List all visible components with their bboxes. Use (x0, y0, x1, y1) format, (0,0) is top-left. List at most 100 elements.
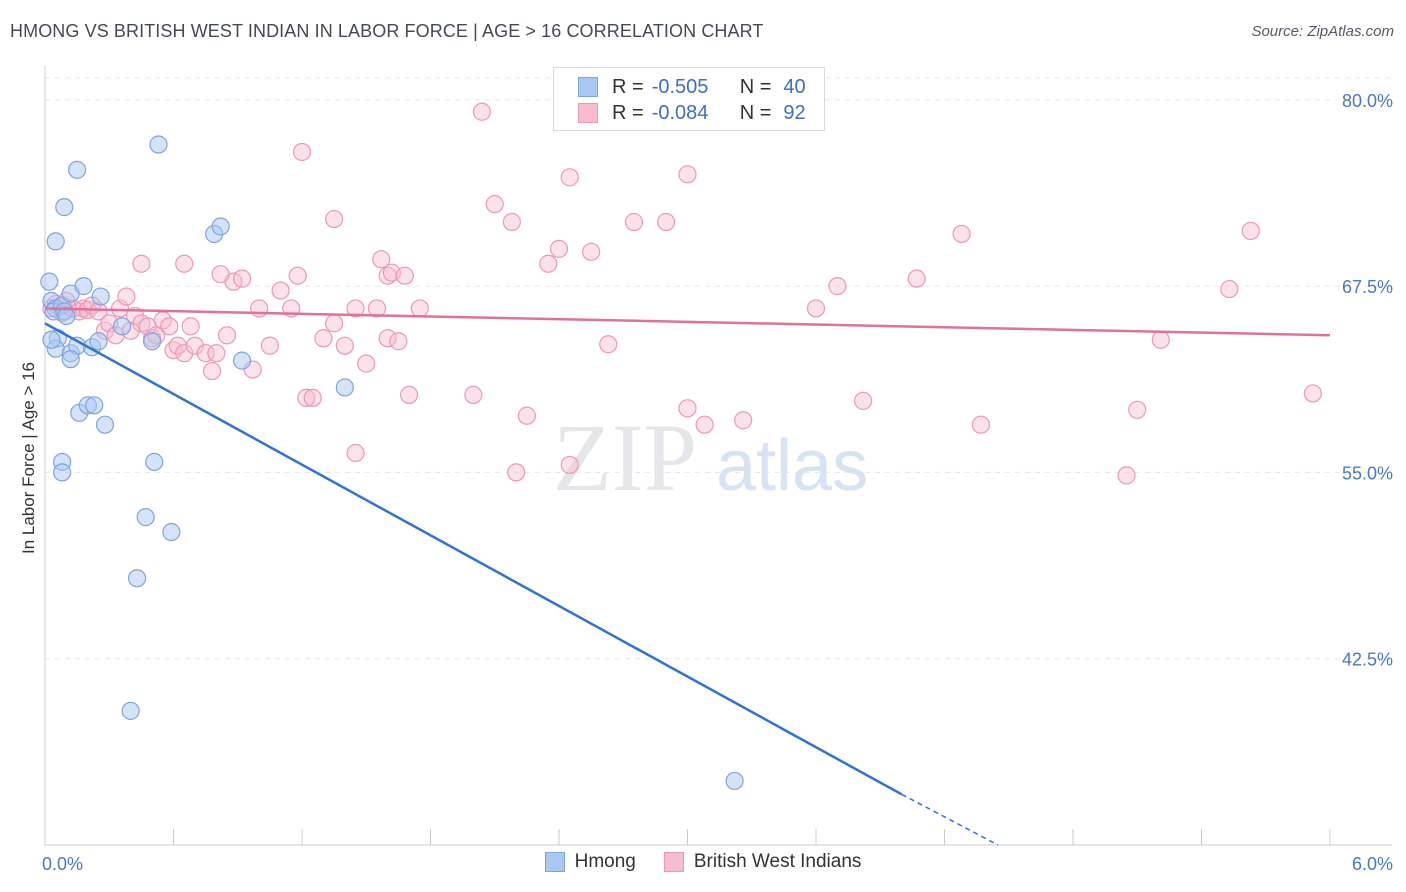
bwi-point (367, 299, 387, 318)
bwi-point (678, 399, 697, 418)
hmong-point (61, 350, 80, 369)
axes (44, 66, 1392, 846)
watermark-zip: ZIP (553, 404, 697, 511)
bwi-n-value: 92 (783, 101, 806, 124)
hmong-point (85, 396, 104, 415)
y-tick-label: 42.5% (1342, 650, 1393, 670)
bwi-point (560, 168, 579, 187)
bwi-point (582, 242, 601, 261)
hmong-point (91, 287, 110, 306)
bwi-point (1151, 330, 1170, 349)
hmong-swatch (544, 852, 565, 872)
hmong-point (46, 232, 65, 251)
hmong-point (42, 330, 61, 349)
hmong-point (74, 277, 93, 296)
bwi-point (472, 102, 491, 121)
bwi-point (1241, 221, 1260, 241)
hmong-point (53, 463, 72, 482)
stats-legend: R = -0.505 N = 40 R = -0.084 N = 92 (553, 67, 825, 131)
bwi-swatch (578, 103, 598, 123)
bwi-point (181, 317, 200, 336)
legend-item-bwi[interactable]: British West Indians (663, 851, 862, 873)
bwi-point (517, 406, 536, 425)
bwi-point (260, 336, 279, 355)
bwi-point (389, 332, 408, 351)
bwi-point (828, 277, 847, 296)
x-tick-label: 6.0% (1352, 854, 1393, 874)
y-tick-label: 67.5% (1342, 277, 1393, 297)
bwi-point (175, 254, 194, 273)
bwi-point (410, 299, 429, 318)
bwi-point (464, 385, 483, 405)
bwi-point (1128, 400, 1147, 419)
chart-title: HMONG VS BRITISH WEST INDIAN IN LABOR FO… (10, 21, 764, 41)
watermark-atlas: atlas (716, 426, 868, 506)
bwi-point (1117, 466, 1136, 485)
bwi-point (507, 463, 526, 482)
legend-item-hmong[interactable]: Hmong (544, 851, 636, 873)
series-legend: Hmong British West Indians (0, 851, 1406, 873)
bwi-point (357, 354, 376, 373)
legend-label-bwi: British West Indians (693, 851, 862, 872)
bwi-point (232, 269, 252, 288)
bwi-point (952, 224, 971, 244)
bwi-point (288, 266, 307, 285)
hmong-point (68, 160, 87, 179)
bwi-r-value: -0.084 (651, 101, 709, 124)
bwi-point (624, 212, 644, 232)
hmong-trend-line (44, 322, 903, 796)
bwi-point (211, 265, 230, 284)
hmong-point (142, 332, 162, 351)
bwi-trend-line (44, 307, 1331, 337)
bwi-point (1220, 279, 1239, 299)
hmong-point (232, 351, 252, 370)
bwi-point (560, 455, 579, 475)
source-label: Source: ZipAtlas.com (1251, 23, 1394, 40)
bwi-point (297, 388, 316, 407)
r-label: R = (612, 101, 644, 124)
bwi-point (325, 314, 344, 333)
legend-row-bwi: R = -0.084 N = 92 (578, 101, 806, 125)
hmong-point (162, 522, 181, 542)
hmong-swatch (578, 77, 598, 97)
bwi-point (325, 209, 344, 229)
y-tick-labels: 42.5% 55.0% 67.5% 80.0% (1342, 91, 1393, 670)
bwi-swatch (663, 852, 684, 872)
bwi-point (372, 250, 391, 269)
hmong-r-value: -0.505 (651, 75, 709, 98)
hmong-point (89, 332, 108, 351)
bwi-point (599, 335, 618, 354)
hmong-point (145, 452, 164, 472)
y-tick-label: 55.0% (1342, 463, 1393, 483)
hmong-point (136, 508, 155, 527)
watermark: ZIP atlas (553, 404, 868, 511)
bwi-point (549, 239, 569, 258)
y-axis-label: In Labor Force | Age > 16 (19, 362, 38, 554)
bwi-point (346, 443, 365, 463)
hmong-point (149, 135, 168, 154)
bwi-point (160, 317, 179, 336)
bwi-point (185, 336, 205, 355)
bwi-point (971, 415, 991, 434)
bwi-point (806, 299, 826, 318)
legend-row-hmong: R = -0.505 N = 40 (578, 75, 806, 99)
hmong-trend-extension (901, 793, 999, 846)
bwi-point (378, 329, 397, 348)
bwi-point (303, 388, 322, 407)
bwi-point (132, 254, 151, 273)
bwi-point (196, 344, 215, 363)
bwi-point (656, 212, 676, 232)
bwi-point (854, 391, 873, 410)
bwi-point (907, 269, 926, 288)
bwi-point (678, 165, 697, 184)
hmong-point (335, 378, 354, 397)
hmong-n-value: 40 (783, 75, 806, 98)
bwi-point (250, 299, 269, 318)
bwi-point (117, 287, 136, 306)
bwi-points (42, 102, 1322, 485)
bwi-point (271, 281, 290, 300)
bwi-point (502, 212, 521, 232)
bwi-point (734, 411, 753, 430)
bwi-point (314, 329, 333, 348)
